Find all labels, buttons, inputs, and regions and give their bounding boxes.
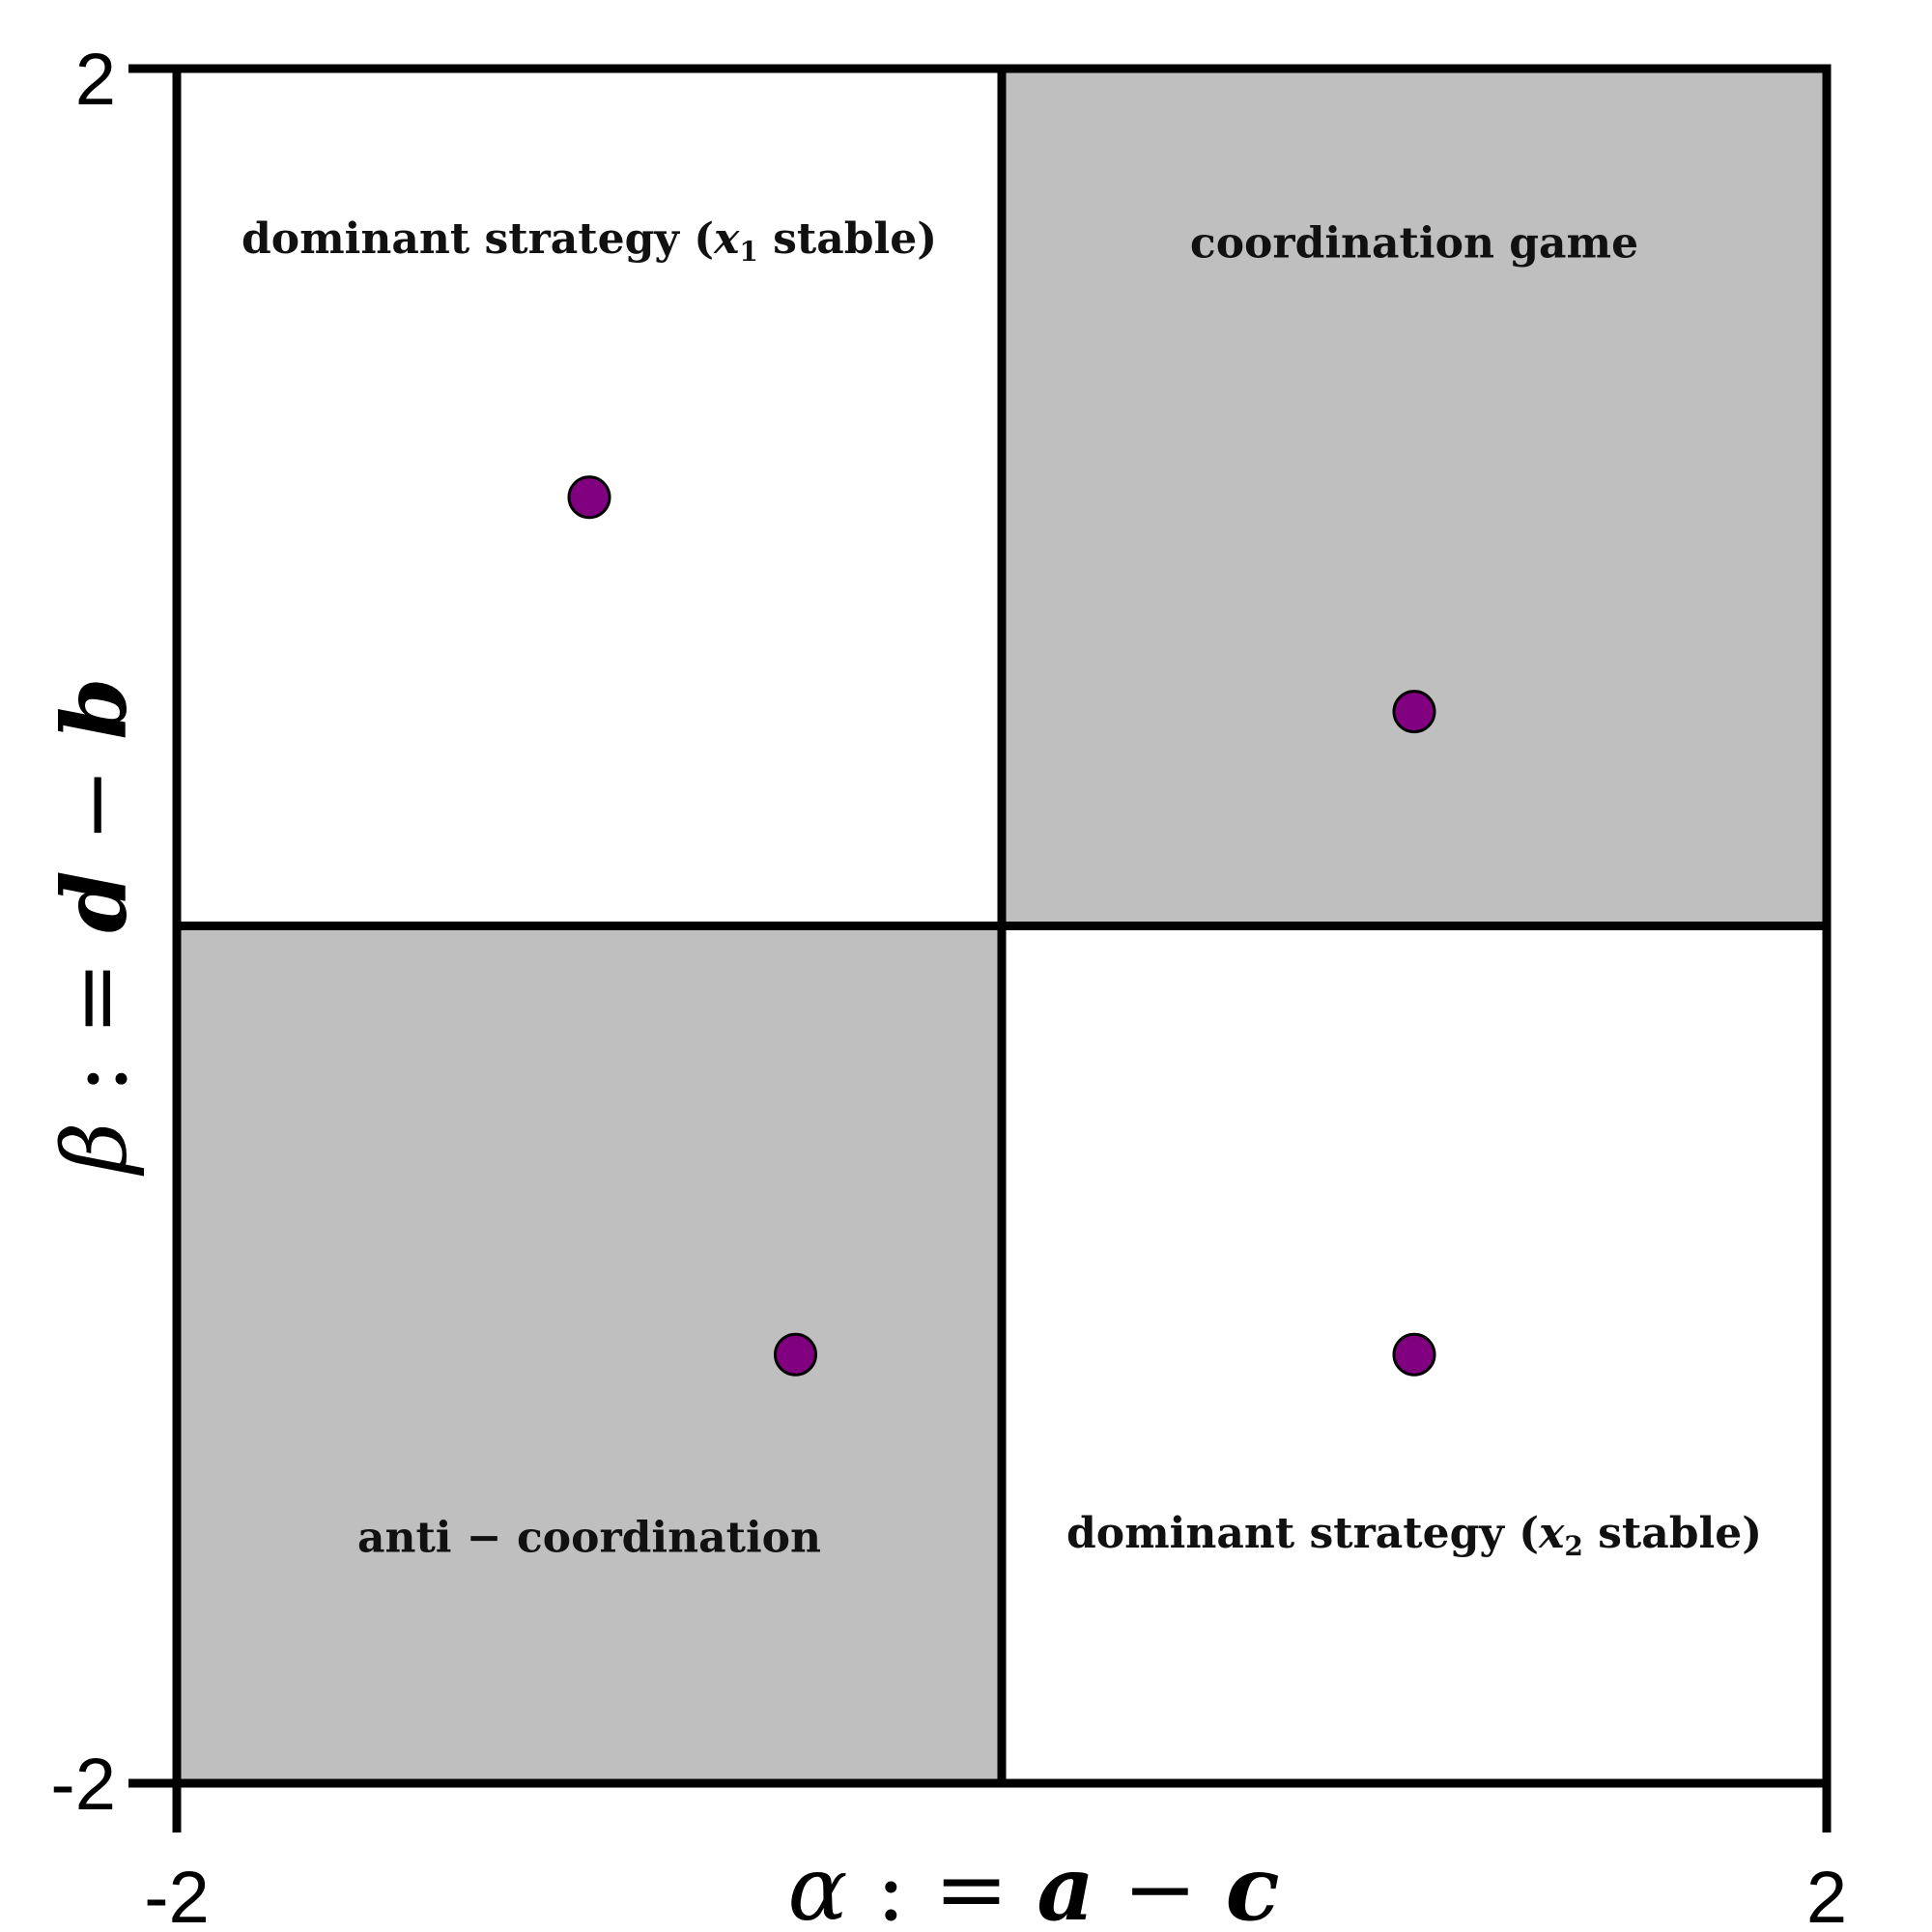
region-label-bottom-right: dominant strategy (x2 stable) <box>1066 1509 1762 1562</box>
data-point-2 <box>1392 690 1436 734</box>
region-label-bottom-left: anti − coordination <box>357 1513 821 1562</box>
quadrant-regions <box>177 69 1827 1783</box>
x-axis-label: α : = a − c <box>787 1836 1279 1932</box>
x-axis-var-1: a <box>1037 1836 1094 1932</box>
data-point-4 <box>1392 1332 1436 1377</box>
y-axis-symbol: β <box>43 1122 147 1176</box>
region-label-sub: 2 <box>1564 1530 1582 1562</box>
region-bottom-left <box>177 925 1002 1783</box>
region-label-post: stable) <box>1583 1509 1762 1558</box>
y-axis-minus: − <box>43 740 147 871</box>
region-label-var: x <box>713 214 740 264</box>
y-axis-var-1: d <box>43 870 147 932</box>
data-point-1 <box>567 475 611 520</box>
region-label-top-left: dominant strategy (x1 stable) <box>242 214 937 268</box>
region-label-top-right: coordination game <box>1190 218 1638 268</box>
tick-labels: -2 2 -2 2 <box>50 39 1847 1932</box>
x-tick-label-min: -2 <box>144 1857 210 1932</box>
data-point-3 <box>774 1332 817 1377</box>
y-tick-label-max: 2 <box>75 39 116 121</box>
x-axis-symbol: α <box>787 1837 847 1932</box>
region-label-text: coordination game <box>1190 218 1638 268</box>
x-axis-operator: : = <box>848 1837 1037 1932</box>
region-label-var: x <box>1538 1509 1565 1558</box>
y-axis-var-2: b <box>43 677 147 739</box>
region-label-text: dominant strategy ( <box>242 214 714 264</box>
y-axis-operator: : = <box>43 933 147 1122</box>
region-labels: dominant strategy (x1 stable) coordinatio… <box>242 214 1762 1563</box>
x-axis-minus: − <box>1094 1837 1226 1932</box>
region-label-text: anti − coordination <box>357 1513 821 1562</box>
data-points <box>567 475 1436 1377</box>
x-tick-label-max: 2 <box>1806 1857 1847 1932</box>
y-axis-label: β : = d − b <box>43 677 147 1176</box>
y-tick-label-min: -2 <box>50 1744 116 1826</box>
plot-frame <box>128 64 1832 1833</box>
x-axis-var-2: c <box>1226 1836 1280 1932</box>
region-label-sub: 1 <box>739 236 757 268</box>
region-label-post: stable) <box>758 214 937 264</box>
region-label-text: dominant strategy ( <box>1066 1509 1539 1558</box>
region-top-right <box>1002 69 1827 926</box>
